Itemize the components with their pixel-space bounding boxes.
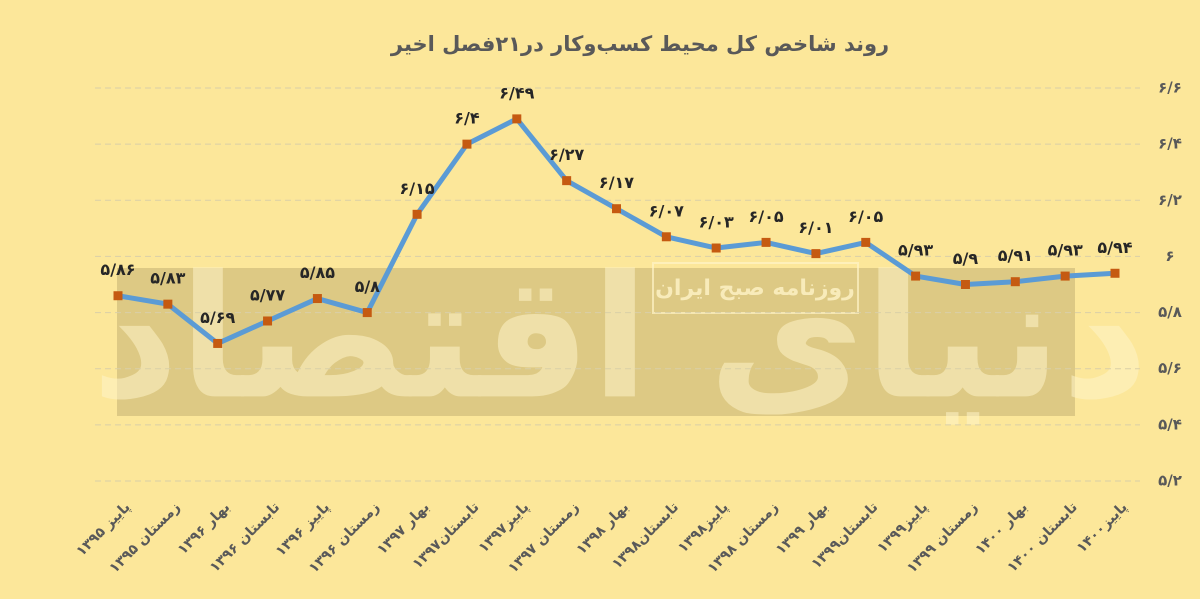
data-label: ۶/۰۵: [848, 207, 883, 226]
logo-watermark: دنیای اقتصاد: [92, 239, 1149, 437]
y-tick-label: ۵/۸: [1158, 303, 1182, 321]
watermark-band: [117, 268, 1075, 416]
y-tick-label: ۶/۶: [1158, 79, 1182, 97]
marker: [462, 139, 472, 149]
marker: [612, 204, 621, 214]
marker: [362, 308, 372, 318]
marker: [761, 237, 771, 247]
marker: [412, 209, 422, 219]
data-label: ۶/۰۷: [649, 201, 684, 220]
marker: [1110, 268, 1120, 278]
data-label: ۵/۸۵: [300, 263, 335, 282]
data-label: ۵/۹: [953, 249, 979, 268]
y-tick-label: ۶: [1165, 247, 1174, 265]
marker: [861, 237, 871, 247]
marker: [960, 280, 970, 289]
data-label: ۶/۴۹: [499, 83, 534, 102]
data-label: ۵/۸۶: [100, 260, 135, 279]
data-label: ۵/۹۱: [998, 246, 1033, 265]
y-tick-label: ۶/۲: [1158, 191, 1182, 209]
marker: [512, 114, 522, 124]
watermark-text: روزنامه صبح ایران: [655, 276, 855, 301]
marker: [163, 299, 173, 309]
marker: [911, 271, 921, 281]
data-label: ۶/۱۵: [400, 179, 435, 198]
marker: [661, 232, 671, 242]
data-label: ۶/۴: [454, 109, 480, 128]
data-label: ۶/۰۵: [748, 207, 783, 226]
data-label: ۶/۰۳: [699, 213, 734, 232]
y-tick-label: ۵/۲: [1158, 472, 1182, 490]
data-label: ۵/۸۳: [150, 269, 185, 288]
data-label: ۶/۰۱: [798, 218, 833, 237]
data-label: ۶/۱۷: [599, 173, 634, 192]
y-tick-label: ۵/۴: [1158, 415, 1182, 433]
data-label: ۵/۹۳: [1048, 241, 1083, 260]
data-label: ۵/۷۷: [250, 285, 285, 304]
chart-title: روند شاخص کل محیط کسب‌وکار در۲۱فصل اخیر: [390, 32, 889, 56]
marker: [113, 291, 123, 301]
marker: [1060, 271, 1070, 281]
data-label: ۵/۸: [355, 277, 381, 296]
marker: [263, 316, 273, 326]
data-label: ۶/۲۷: [549, 145, 584, 164]
y-tick-label: ۶/۴: [1158, 135, 1182, 153]
marker: [1010, 277, 1020, 287]
data-label: ۵/۹۳: [898, 241, 933, 260]
marker: [213, 338, 223, 348]
marker: [312, 294, 322, 304]
data-label: ۵/۶۹: [200, 308, 235, 327]
y-tick-label: ۵/۶: [1158, 359, 1182, 377]
marker: [811, 249, 821, 259]
marker: [562, 176, 572, 186]
data-label: ۵/۹۴: [1097, 238, 1132, 257]
marker: [711, 243, 721, 253]
